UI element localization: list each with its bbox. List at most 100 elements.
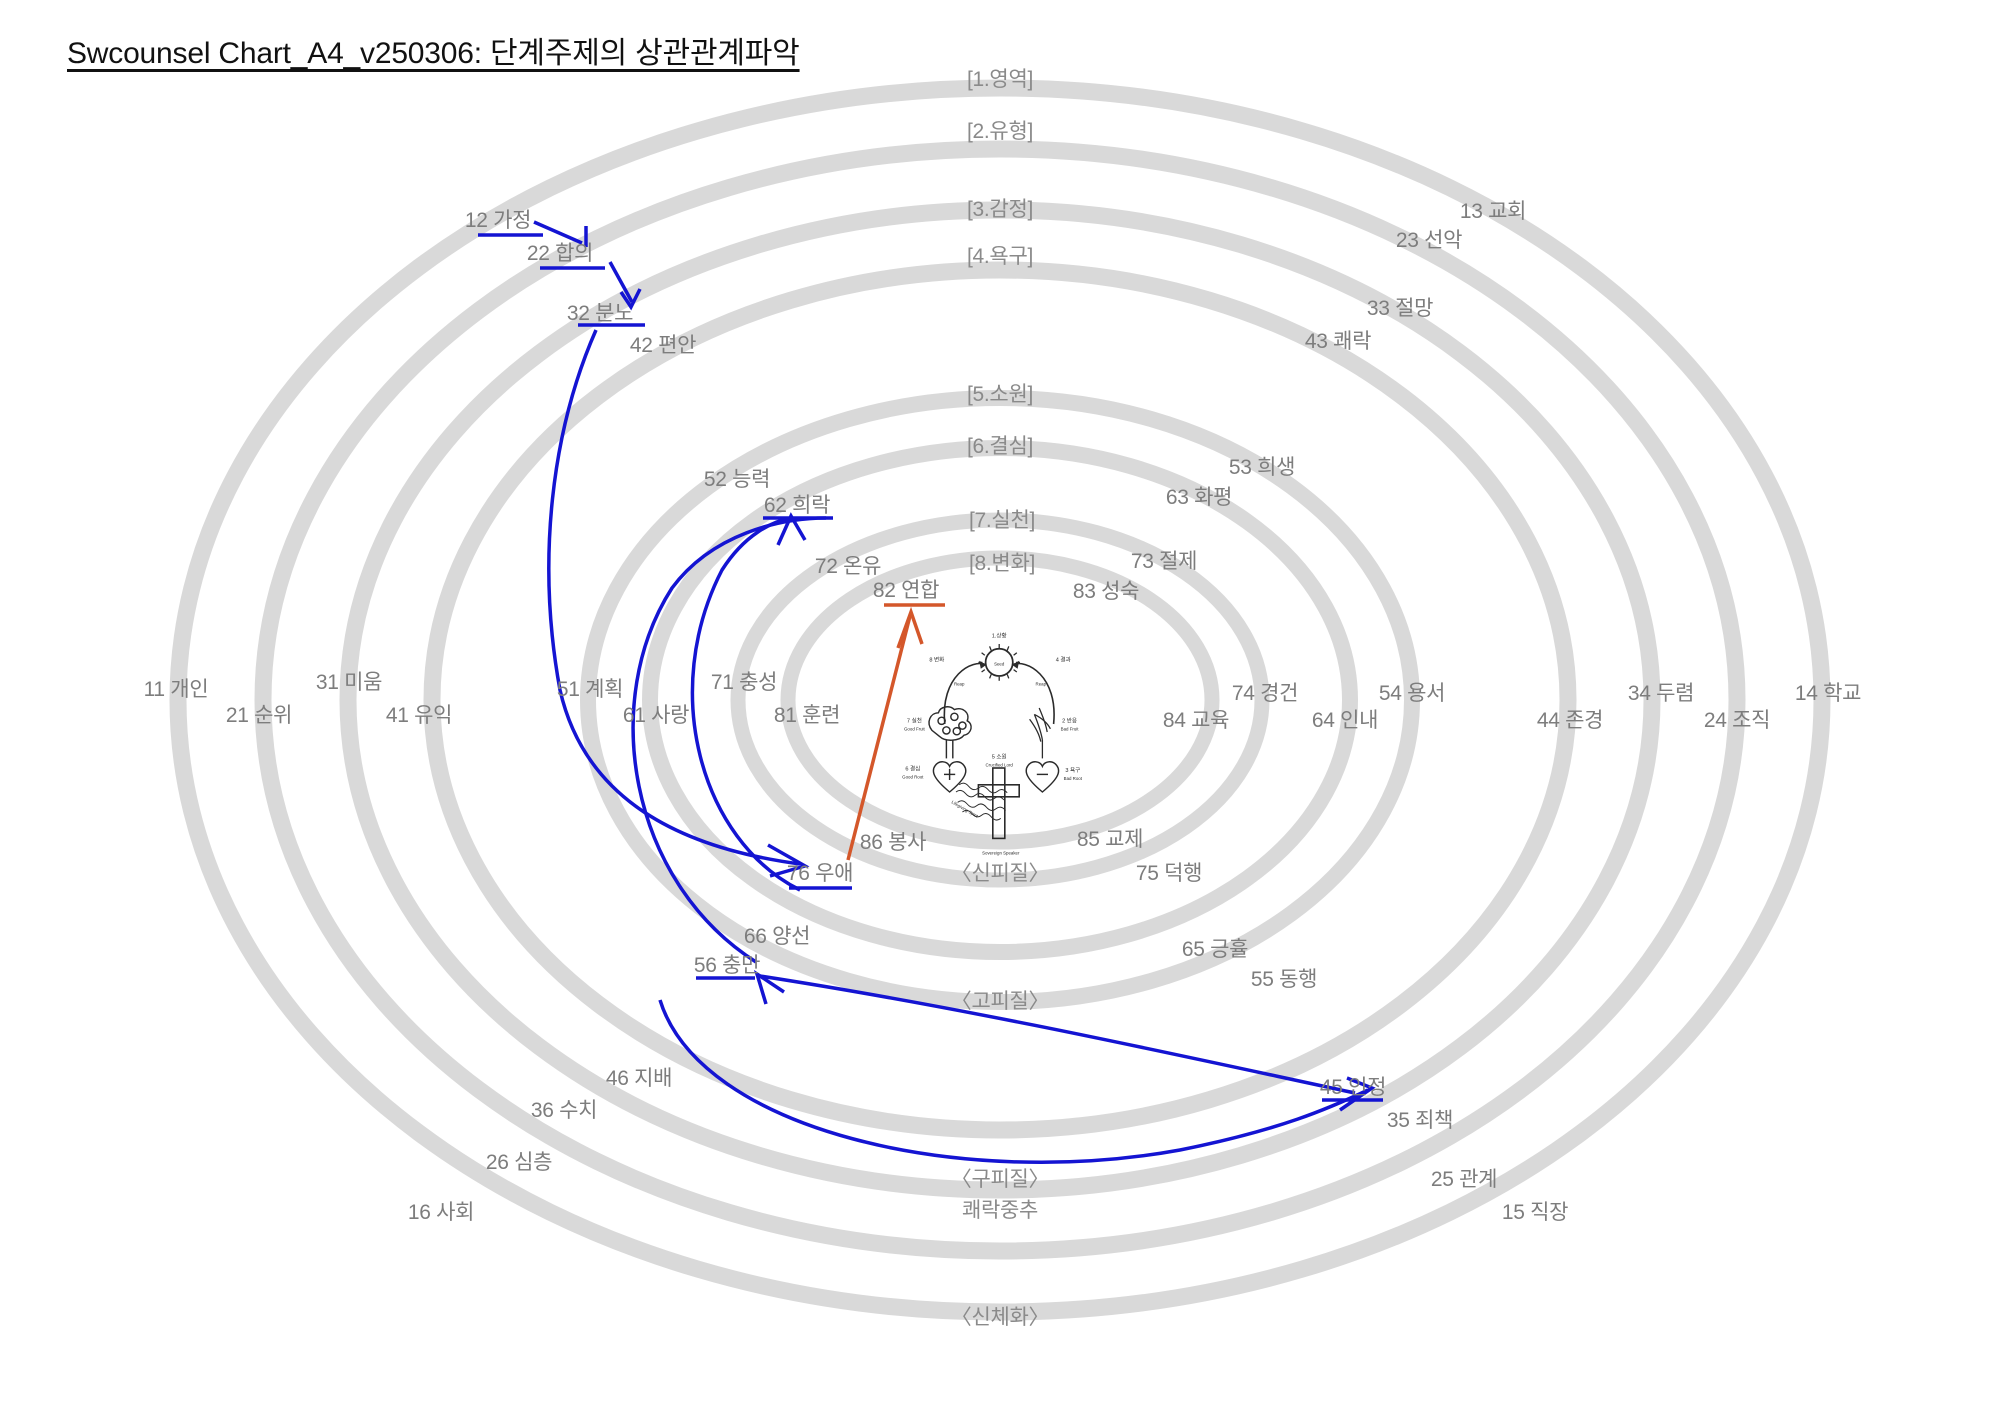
stage-tag-4: [4.욕구] [966,245,1034,268]
topic-label-64: 64 인내 [1311,709,1379,732]
center-label-change: 8 변화 [929,656,944,664]
topic-label-14: 14 학교 [1794,682,1862,705]
topic-label-25: 25 관계 [1430,1168,1498,1191]
arrow-56-to-62 [631,516,827,964]
topic-label-61: 61 사랑 [622,704,690,727]
topic-label-62: 62 희락 [763,494,831,517]
brain-layer-neocortex: 〈신피질〉 [950,862,1050,885]
stage-tag-3: [3.감정] [966,198,1034,221]
brain-layer-archicortex: 〈구피질〉 [950,1168,1050,1191]
topic-label-31: 31 미움 [315,671,383,694]
topic-label-75: 75 덕행 [1135,862,1203,885]
topic-label-46: 46 지배 [605,1067,673,1090]
topic-label-26: 26 심층 [485,1151,553,1174]
center-figure: Seed 1.상황 8 변화 Reap 4 결과 Reap 7 실천 Good … [902,632,1083,856]
arrow-76-to-62 [690,516,801,892]
cross-icon [977,767,1021,840]
center-label-crucified-lord: Crucified Lord [986,762,1014,767]
arrow-22-to-32-head [619,288,642,311]
ring-group [169,79,1831,1321]
lifegiving-spirit-waves [955,782,1008,821]
good-root-heart-icon [932,761,967,793]
reap-arc-right [1011,662,1055,725]
ring-8 [780,550,1220,850]
arrow-56-to-45-head [1339,1076,1376,1112]
center-label-good-root: Good Root [902,774,924,779]
topic-label-82: 82 연합 [872,579,940,602]
center-label-good-fruit: Good Fruit [904,726,926,731]
topic-label-16: 16 사회 [407,1201,475,1224]
center-label-desire: 3 욕구 [1065,767,1080,774]
topic-label-15: 15 직장 [1501,1201,1569,1224]
topic-label-54: 54 용서 [1378,682,1446,705]
topic-label-34: 34 두렴 [1627,682,1695,705]
reap-arrow-right [1012,660,1020,669]
ring-1 [169,79,1831,1321]
topic-label-63: 63 화평 [1165,486,1233,509]
topic-label-85: 85 교제 [1076,828,1144,851]
topic-label-76: 76 우애 [786,862,854,885]
topic-label-74: 74 경건 [1231,682,1299,705]
topic-label-65: 65 긍휼 [1181,938,1249,961]
topic-label-55: 55 동행 [1250,968,1318,991]
topic-label-72: 72 온유 [814,555,882,578]
arrow-76-to-82-orange-head [896,606,924,649]
situation-sun-icon: Seed [978,644,1021,681]
topic-label-81: 81 훈련 [773,704,841,727]
topic-label-23: 23 선악 [1395,229,1463,252]
page-title: Swcounsel Chart_A4_v250306: 단계주제의 상관관계파악 [67,37,800,70]
ring-6 [642,440,1358,960]
bad-fruit-branch-icon [1029,707,1051,759]
good-fruit-tree-icon [928,706,972,759]
center-label-sovereign-speaker: Sovereign Speaker [982,850,1020,855]
arrow-45-to-56-head [753,969,785,1005]
stage-tag-7: [7.실천] [968,509,1036,532]
arrow-12-to-22 [533,220,583,245]
annotation-layer [478,220,1383,1164]
ring-2 [254,140,1746,1260]
ring-3 [339,201,1661,1199]
ring-7 [730,512,1270,888]
topic-label-24: 24 조직 [1703,709,1771,732]
ring-4 [423,261,1577,1139]
topic-label-33: 33 절망 [1366,297,1434,320]
topic-label-22: 22 합의 [526,242,594,265]
topic-label-13: 13 교회 [1459,200,1527,223]
stage-tag-6: [6.결심] [966,435,1034,458]
topic-label-41: 41 유익 [385,704,453,727]
stage-tag-2: [2.유형] [966,120,1034,143]
stage-tag-1: [1.영역] [966,68,1034,91]
topic-label-11: 11 개인 [143,678,209,701]
svg-text:Seed: Seed [994,662,1005,667]
topic-label-84: 84 교육 [1162,709,1230,732]
topic-label-73: 73 절제 [1130,550,1198,573]
topic-label-71: 71 충성 [710,671,778,694]
center-label-reap-right: Reap [1036,682,1047,687]
center-label-result: 4 결과 [1056,656,1071,664]
topic-label-12: 12 가정 [464,209,532,232]
topic-label-32: 32 분노 [566,302,634,325]
topic-label-36: 36 수치 [530,1099,598,1122]
center-label-wish: 5 소원 [992,752,1007,760]
center-label-bad-root: Bad Root [1064,776,1083,781]
brain-layer-pleasure-center: 쾌락중추 [961,1199,1039,1222]
center-label-situation: 1.상황 [992,632,1007,640]
stage-tag-5: [5.소원] [966,383,1034,406]
center-label-bad-fruit: Bad Fruit [1061,726,1080,731]
arrow-22-to-32 [608,261,634,303]
topic-label-43: 43 쾌락 [1304,330,1372,353]
arrow-32-to-76-head [767,843,810,878]
topic-label-45: 45 인정 [1319,1076,1387,1099]
brain-layer-paleocortex: 〈고피질〉 [950,990,1050,1013]
arrow-32-to-76 [547,329,801,866]
center-label-practice: 7 실천 [907,716,922,724]
arrow-76-to-82-orange [846,615,912,861]
reap-arrow-left [979,660,987,669]
center-label-reap-left: Reap [954,682,965,687]
topic-label-42: 42 편안 [629,334,697,357]
topic-label-83: 83 성숙 [1072,580,1140,603]
arrow-76-to-62-head [776,512,807,546]
topic-label-56: 56 충만 [693,954,761,977]
topic-label-53: 53 희생 [1228,456,1296,479]
